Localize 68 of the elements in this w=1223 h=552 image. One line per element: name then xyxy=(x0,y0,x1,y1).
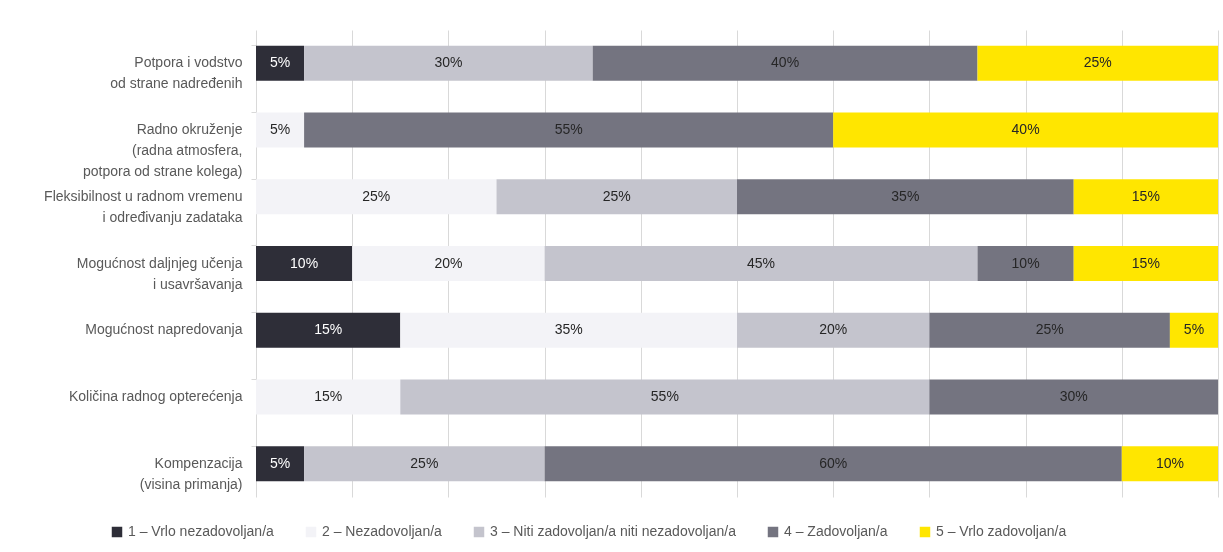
data-label: 60% xyxy=(819,454,848,471)
bar xyxy=(1073,245,1218,282)
data-label: 15% xyxy=(1131,187,1160,204)
legend-label: 1 – Vrlo nezadovoljan/a xyxy=(128,523,275,539)
bar xyxy=(256,312,401,348)
bar xyxy=(1121,446,1218,482)
data-label: 40% xyxy=(1011,121,1040,138)
bar xyxy=(256,446,305,482)
data-label: 55% xyxy=(554,121,583,138)
data-label: 15% xyxy=(314,387,343,404)
bar xyxy=(400,379,930,415)
bar xyxy=(304,112,834,148)
data-label: 15% xyxy=(1131,254,1160,271)
data-label: 5% xyxy=(269,54,291,71)
data-label: 45% xyxy=(747,254,776,271)
bar xyxy=(592,45,978,81)
data-label: 25% xyxy=(410,454,439,471)
legend-label: 5 – Vrlo zadovoljan/a xyxy=(936,523,1067,539)
data-label: 10% xyxy=(1011,254,1040,271)
bar xyxy=(256,245,353,282)
data-label: 10% xyxy=(290,254,319,271)
bar xyxy=(737,179,1074,215)
bar xyxy=(1073,179,1218,215)
bar xyxy=(977,45,1218,81)
y-tick-label: Fleksibilnost u radnom vremenu i određivanju zadataka xyxy=(44,187,243,225)
bar xyxy=(929,379,1218,415)
bar xyxy=(977,245,1074,282)
bar xyxy=(352,245,545,282)
y-tick-label: Mogućnost napredovanja xyxy=(85,321,243,338)
data-label: 25% xyxy=(362,187,391,204)
bar xyxy=(929,312,1170,348)
y-tick-label: Količina radnog opterećenja xyxy=(68,387,243,404)
legend-label: 2 – Nezadovoljan/a xyxy=(322,523,443,539)
bar xyxy=(256,112,305,148)
data-label: 25% xyxy=(1083,54,1112,71)
data-label: 5% xyxy=(269,121,291,138)
bar xyxy=(256,379,401,415)
bar xyxy=(833,112,1218,148)
data-label: 30% xyxy=(1059,387,1088,404)
data-label: 5% xyxy=(1183,321,1205,338)
data-label: 35% xyxy=(554,321,583,338)
data-label: 5% xyxy=(269,454,291,471)
data-label: 35% xyxy=(891,187,920,204)
bar xyxy=(737,312,930,348)
bar xyxy=(400,312,737,348)
bar xyxy=(304,446,545,482)
bar xyxy=(496,179,737,215)
y-tick-label: Mogućnost daljnjeg učenja i usavršavanja xyxy=(76,254,243,292)
y-tick-label: Potpora i vodstvo od strane nadređenih xyxy=(110,54,243,92)
data-label: 55% xyxy=(650,387,679,404)
bar xyxy=(256,179,497,215)
bar xyxy=(304,45,593,81)
legend-label: 4 – Zadovoljan/a xyxy=(784,523,888,539)
bar xyxy=(544,245,978,282)
y-tick-label: Kompenzacija (visina primanja) xyxy=(139,454,243,492)
bar xyxy=(256,45,305,81)
data-label: 40% xyxy=(771,54,800,71)
bar xyxy=(1169,312,1218,348)
data-label: 30% xyxy=(434,54,463,71)
data-label: 15% xyxy=(314,321,343,338)
data-label: 20% xyxy=(819,321,848,338)
data-label: 10% xyxy=(1155,454,1184,471)
bar xyxy=(544,446,1122,482)
data-label: 25% xyxy=(1035,321,1064,338)
legend-label: 3 – Niti zadovoljan/a niti nezadovoljan/a xyxy=(490,523,737,539)
data-label: 25% xyxy=(602,187,631,204)
y-tick-label: Radno okruženje (radna atmosfera, potpora od strane kolega) xyxy=(82,121,243,180)
data-label: 20% xyxy=(434,254,463,271)
